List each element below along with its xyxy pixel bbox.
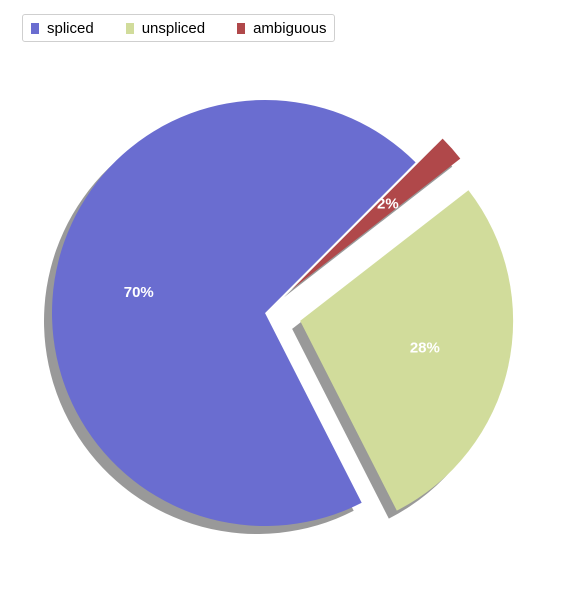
slice-label-spliced: 70%	[124, 284, 154, 301]
pie-slices	[52, 100, 513, 526]
slice-label-unspliced: 28%	[410, 340, 440, 357]
slice-label-ambiguous: 2%	[377, 196, 399, 213]
